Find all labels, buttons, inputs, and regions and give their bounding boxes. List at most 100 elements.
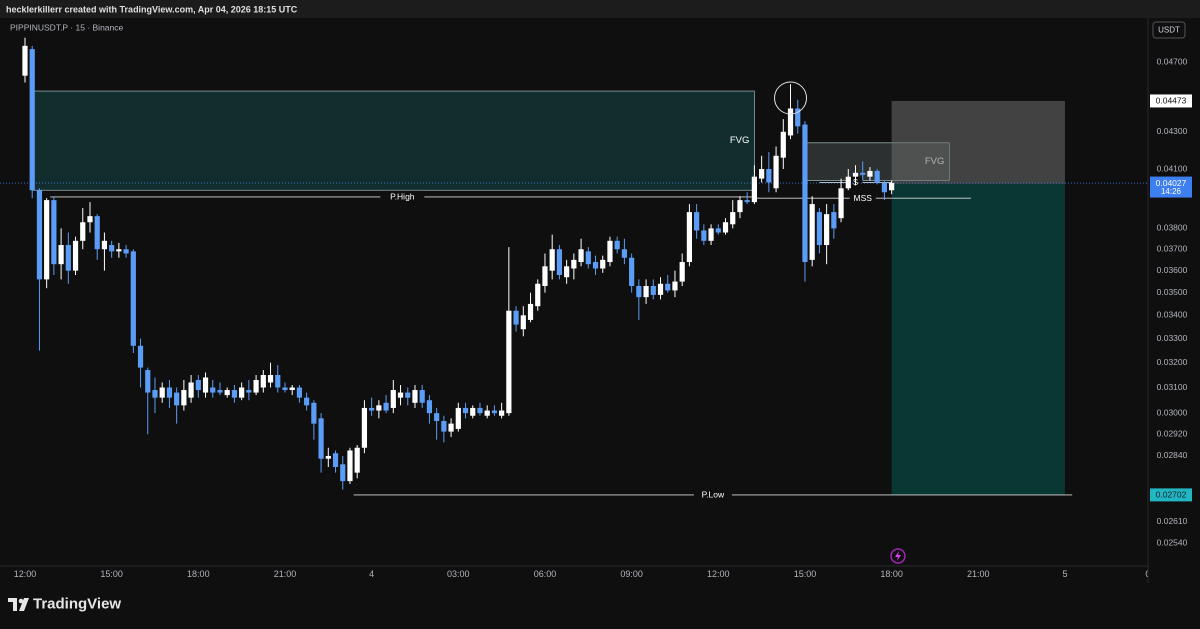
x-tick-label: 18:00 (187, 569, 210, 579)
x-tick-label: 12:00 (707, 569, 730, 579)
x-tick-label: 21:00 (967, 569, 990, 579)
candle-body (708, 228, 713, 240)
candle-body (73, 241, 78, 271)
candle-body (196, 380, 201, 390)
candle-body (203, 377, 208, 392)
candle-body (506, 311, 511, 413)
candle-body (188, 382, 193, 397)
candle-body (694, 212, 699, 230)
target-badge: 0.02702 (1156, 490, 1187, 500)
y-tick-label: 0.03400 (1157, 310, 1188, 320)
candle-body (766, 169, 771, 182)
currency-label[interactable]: USDT (1158, 26, 1180, 35)
candle-body (882, 182, 887, 192)
candle-body (340, 464, 345, 481)
header-title: hecklerkillerr created with TradingView.… (6, 4, 298, 14)
target-area (892, 184, 1065, 495)
candle-body (318, 418, 323, 458)
candle-body (687, 212, 692, 262)
candle-body (167, 388, 172, 398)
y-tick-label: 0.02920 (1157, 429, 1188, 439)
x-tick-label: 18:00 (880, 569, 903, 579)
candle-body (716, 228, 721, 232)
candle-body (810, 204, 815, 260)
candle-body (788, 109, 793, 136)
candle-body (376, 405, 381, 410)
candle-body (867, 171, 872, 177)
candle-body (528, 304, 533, 320)
candle-body (246, 390, 251, 393)
candle-body (333, 453, 338, 467)
brand-name: TradingView (33, 595, 121, 612)
candle-body (752, 177, 757, 202)
candle-body (701, 230, 706, 240)
x-tick-label: 12:00 (14, 569, 37, 579)
candle-body (87, 216, 92, 222)
candle-body (781, 132, 786, 158)
y-tick-label: 0.03600 (1157, 265, 1188, 275)
candle-body (95, 216, 100, 249)
candle-body (802, 125, 807, 262)
candle-body (586, 251, 591, 264)
candle-body (846, 177, 851, 189)
candle-body (889, 183, 894, 190)
x-tick-label: 15:00 (100, 569, 123, 579)
candle-body (745, 200, 750, 202)
candle-body (131, 251, 136, 345)
candle-body (268, 375, 273, 382)
candle-body (51, 200, 56, 264)
candle-body (138, 346, 143, 368)
candle-body (362, 408, 367, 448)
candle-body (499, 411, 504, 416)
candle-body (239, 388, 244, 398)
candle-body (600, 260, 605, 269)
candle-body (152, 390, 157, 398)
candle-body (434, 413, 439, 421)
candle-body (737, 200, 742, 212)
candle-body (311, 403, 316, 424)
countdown-label: 14:26 (1161, 187, 1182, 196)
candle-body (217, 390, 222, 393)
candle-body (550, 249, 555, 270)
candle-body (102, 241, 107, 249)
y-tick-label: 0.02840 (1157, 450, 1188, 460)
y-tick-label: 0.02610 (1157, 516, 1188, 526)
candle-body (542, 266, 547, 286)
candle-body (30, 49, 35, 190)
y-tick-label: 0.03500 (1157, 287, 1188, 297)
x-tick-label: 15:00 (794, 569, 817, 579)
candle-body (824, 214, 829, 245)
candle-body (369, 408, 374, 411)
y-tick-label: 0.04100 (1157, 163, 1188, 173)
candle-body (412, 390, 417, 403)
candle-body (535, 284, 540, 306)
candle-body (181, 390, 186, 405)
candle-body (398, 393, 403, 398)
candle-body (304, 398, 309, 406)
level-label: MSS (854, 193, 873, 203)
y-tick-label: 0.03100 (1157, 382, 1188, 392)
y-tick-label: 0.03000 (1157, 407, 1188, 417)
candle-body (145, 370, 150, 393)
candle-body (232, 390, 237, 398)
candle-body (759, 169, 764, 179)
candle-body (672, 282, 677, 291)
candle-body (571, 260, 576, 269)
y-tick-label: 0.03700 (1157, 243, 1188, 253)
x-tick-label: 03:00 (447, 569, 470, 579)
footer (0, 583, 1200, 624)
level-label: P.High (390, 192, 415, 202)
candle-body (838, 188, 843, 218)
candle-body (607, 241, 612, 262)
candle-body (643, 286, 648, 297)
y-tick-label: 0.03200 (1157, 357, 1188, 367)
candle-body (355, 448, 360, 473)
y-tick-label: 0.03800 (1157, 223, 1188, 233)
candle-body (275, 375, 280, 388)
candle-body (253, 380, 258, 393)
candle-body (441, 421, 446, 432)
candle-body (405, 393, 410, 398)
candle-body (160, 388, 165, 398)
y-tick-label: 0.04300 (1157, 126, 1188, 136)
